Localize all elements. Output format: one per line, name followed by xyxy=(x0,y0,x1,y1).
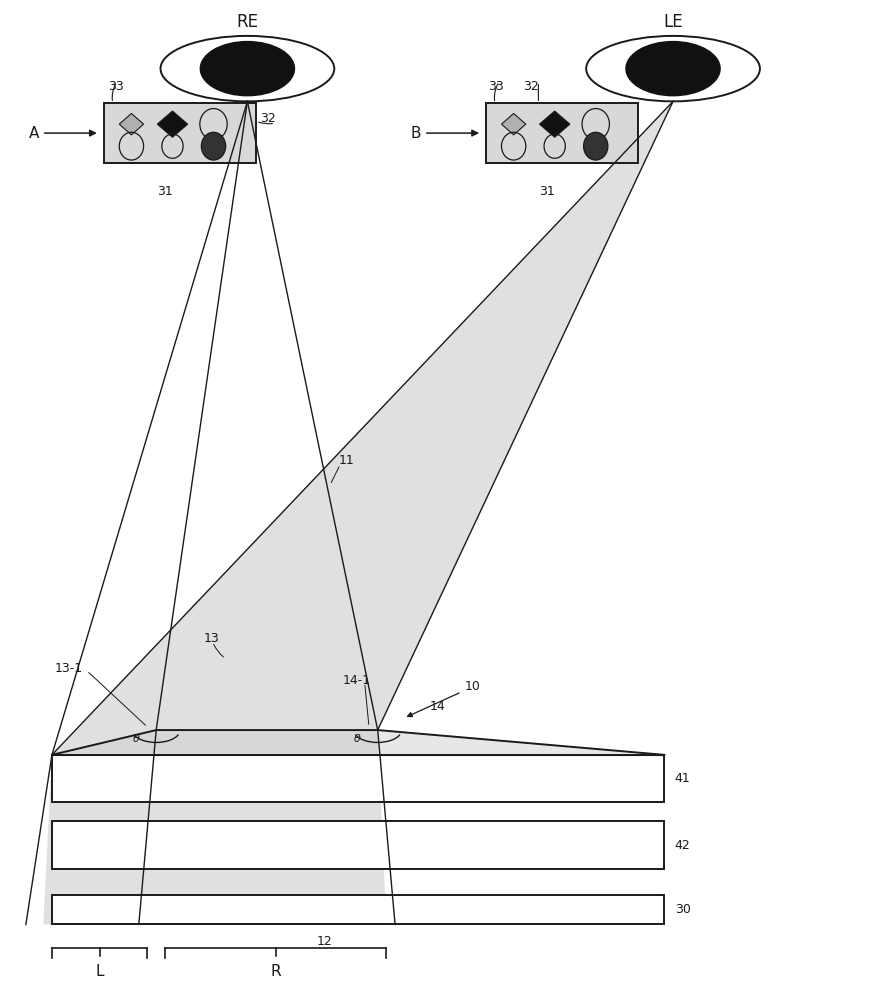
Ellipse shape xyxy=(586,36,759,101)
Bar xyxy=(104,103,256,163)
Text: A: A xyxy=(29,126,96,141)
Text: 11: 11 xyxy=(339,454,354,467)
Polygon shape xyxy=(502,113,526,135)
Ellipse shape xyxy=(625,41,721,96)
Text: L: L xyxy=(96,964,104,979)
Text: 32: 32 xyxy=(260,112,276,125)
Text: 42: 42 xyxy=(674,839,690,852)
Text: 33: 33 xyxy=(488,80,503,93)
Bar xyxy=(52,821,665,869)
Text: 13-1: 13-1 xyxy=(54,662,82,675)
Bar xyxy=(52,755,665,802)
Text: 12: 12 xyxy=(317,935,332,948)
Text: $\theta$: $\theta$ xyxy=(132,732,140,744)
Bar xyxy=(52,895,665,924)
Ellipse shape xyxy=(160,36,334,101)
Text: 14-1: 14-1 xyxy=(343,674,371,687)
Text: 13: 13 xyxy=(204,632,220,645)
Text: B: B xyxy=(410,126,477,141)
Circle shape xyxy=(202,132,225,160)
Polygon shape xyxy=(157,111,188,137)
Text: 30: 30 xyxy=(674,903,691,916)
Circle shape xyxy=(583,132,608,160)
Text: 31: 31 xyxy=(157,185,173,198)
Polygon shape xyxy=(539,111,570,137)
Ellipse shape xyxy=(200,41,296,96)
Text: 14: 14 xyxy=(430,700,446,713)
Text: 10: 10 xyxy=(408,680,481,717)
Polygon shape xyxy=(119,113,144,135)
Polygon shape xyxy=(43,101,673,924)
Text: 32: 32 xyxy=(523,80,538,93)
Text: $\theta$: $\theta$ xyxy=(353,732,362,744)
Text: 33: 33 xyxy=(109,80,125,93)
Text: 31: 31 xyxy=(539,185,555,198)
Text: RE: RE xyxy=(237,13,259,31)
Bar xyxy=(486,103,638,163)
Polygon shape xyxy=(52,730,665,802)
Text: R: R xyxy=(270,964,281,979)
Text: LE: LE xyxy=(663,13,683,31)
Text: 41: 41 xyxy=(674,772,690,785)
